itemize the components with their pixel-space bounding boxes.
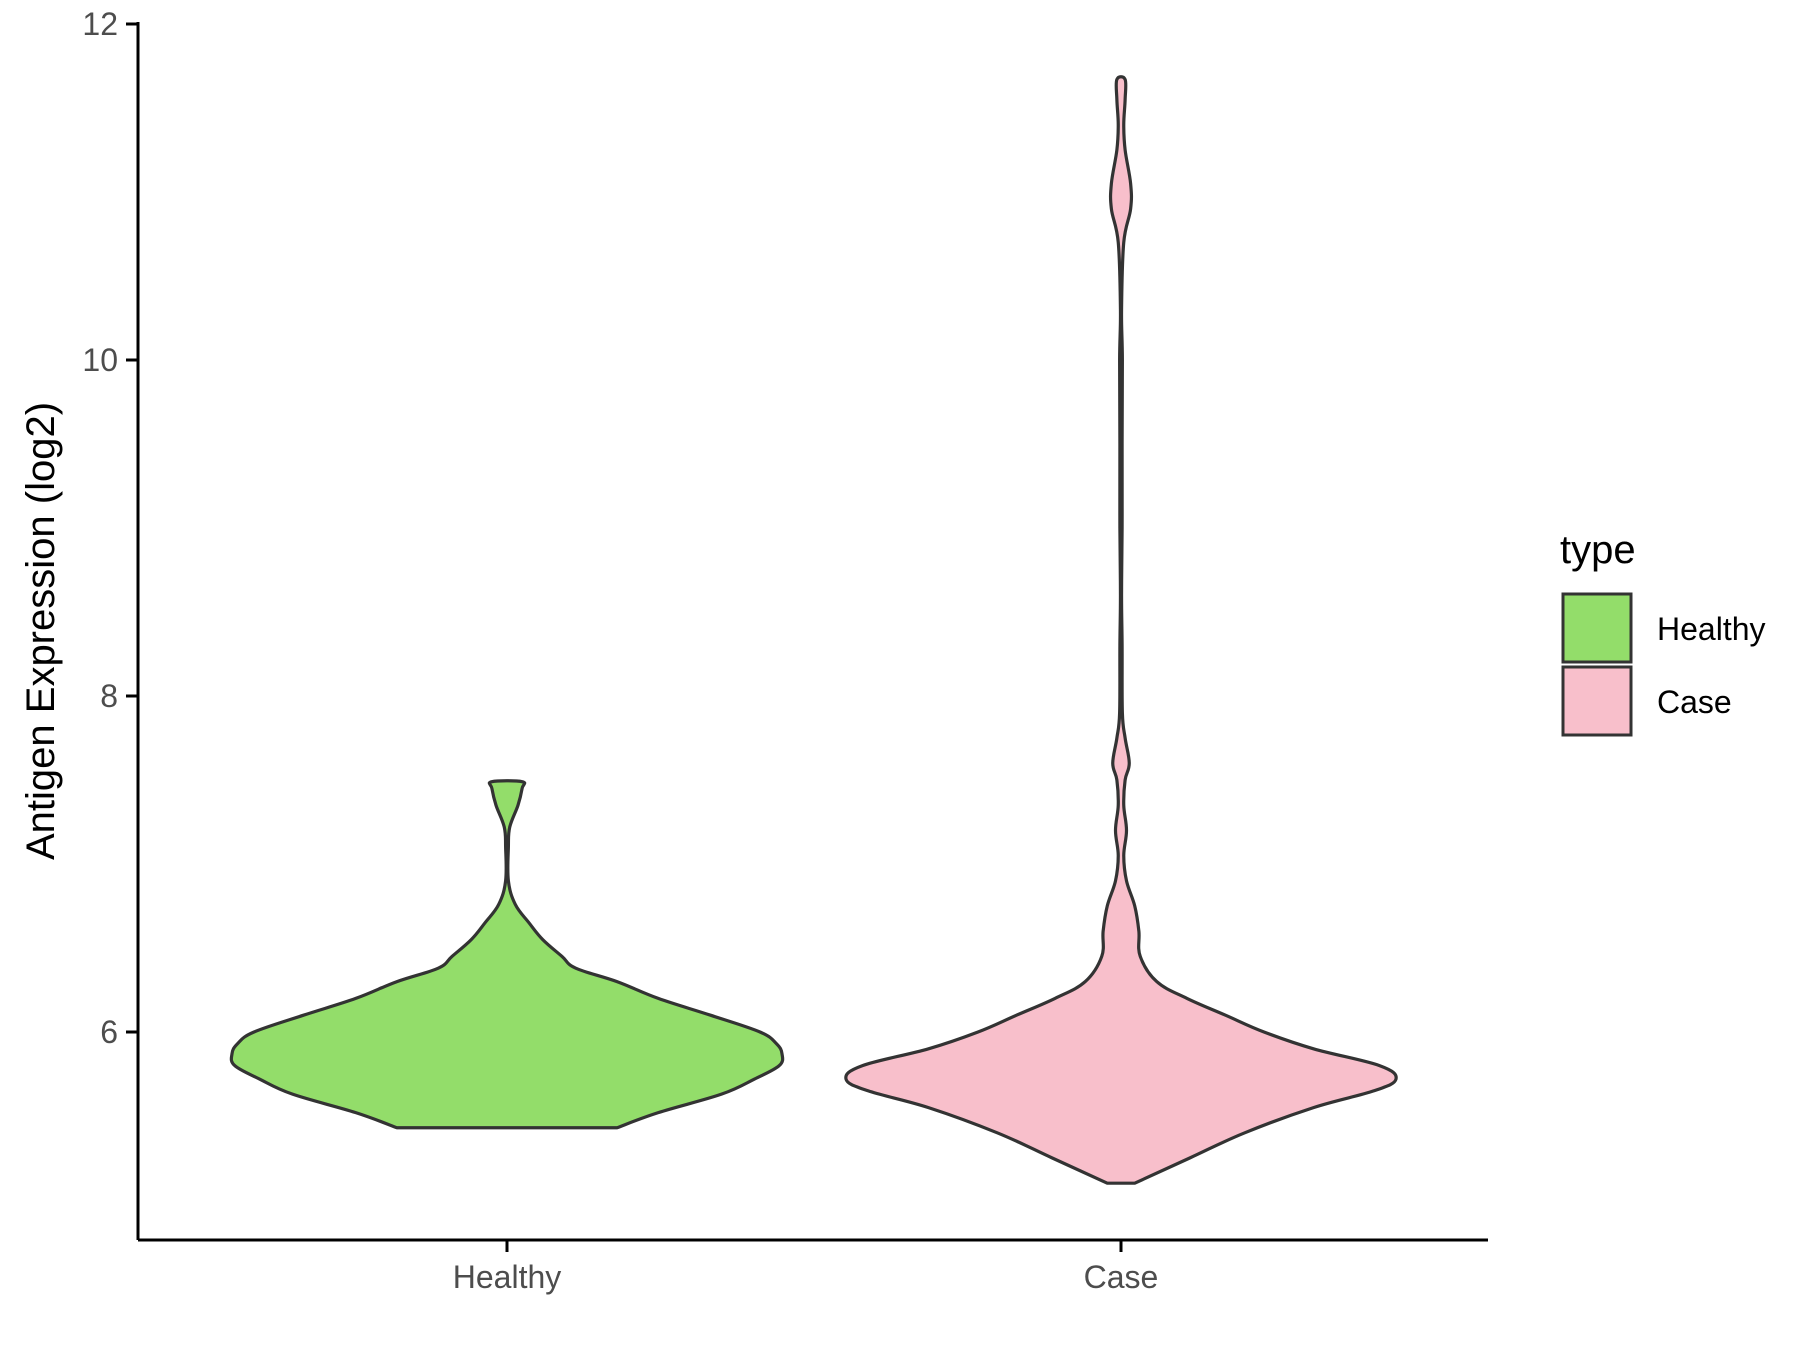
y-tick-label: 8: [100, 678, 118, 714]
legend-label: Case: [1657, 684, 1732, 720]
y-tick-label: 10: [82, 342, 118, 378]
y-axis-title: Antigen Expression (log2): [19, 402, 63, 860]
violin-healthy: [229, 779, 785, 1130]
violin-case: [844, 75, 1398, 1185]
legend-key-healthy: [1561, 592, 1633, 664]
legend-title: type: [1560, 528, 1636, 572]
legend: type Healthy Case: [1560, 528, 1766, 737]
y-ticks: 6 8 10 12: [82, 6, 138, 1050]
legend-label: Healthy: [1657, 611, 1766, 647]
violin-layer: [229, 75, 1398, 1185]
x-tick-label: Healthy: [453, 1259, 562, 1295]
y-tick-label: 6: [100, 1014, 118, 1050]
legend-key-case: [1561, 665, 1633, 737]
x-tick-label: Case: [1084, 1259, 1159, 1295]
legend-entries: Healthy Case: [1561, 592, 1766, 737]
x-ticks: Healthy Case: [453, 1240, 1159, 1295]
y-tick-label: 12: [82, 6, 118, 42]
